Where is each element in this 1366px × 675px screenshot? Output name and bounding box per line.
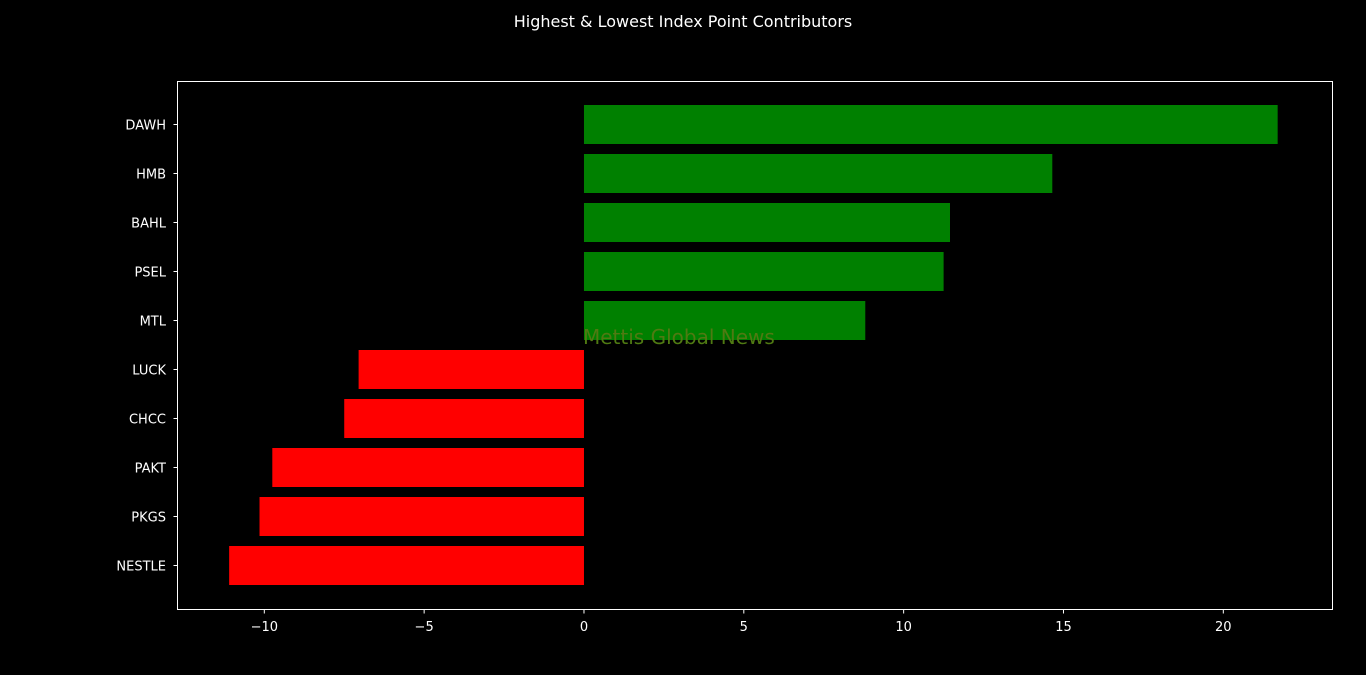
y-tick-label: HMB <box>136 168 166 183</box>
bar-nestle <box>229 546 584 585</box>
x-tick-label: −5 <box>415 620 434 635</box>
y-tick-label: DAWH <box>125 119 166 134</box>
x-tick-label: 20 <box>1215 620 1232 635</box>
y-tick-label: PSEL <box>134 266 166 281</box>
y-tick-label: LUCK <box>132 364 166 379</box>
y-tick-label: PKGS <box>131 511 166 526</box>
y-tick-label: MTL <box>140 315 167 330</box>
bar-mtl <box>583 301 866 340</box>
y-tick-label: PAKT <box>135 462 166 477</box>
bar-psel <box>583 252 944 291</box>
y-tick-label: BAHL <box>131 217 167 232</box>
bar-hmb <box>583 154 1053 193</box>
y-axis-ticks: DAWH HMB BAHL PSEL MTL LUCK CHCC PAKT PKGS NESTLE <box>116 119 178 575</box>
x-tick-label: 0 <box>580 620 588 635</box>
x-tick-label: 15 <box>1055 620 1072 635</box>
x-tick-label: 10 <box>895 620 912 635</box>
y-tick-label: NESTLE <box>116 560 166 575</box>
watermark-text: Mettis Global News <box>583 325 775 349</box>
bar-pakt <box>272 448 584 487</box>
x-tick-label: 5 <box>740 620 748 635</box>
x-axis-ticks: −10 −5 0 5 10 15 20 <box>251 609 1232 635</box>
bar-luck <box>358 350 584 389</box>
bar-dawh <box>583 105 1278 144</box>
bar-chcc <box>344 399 584 438</box>
bars-group <box>229 105 1278 585</box>
bar-bahl <box>583 203 950 242</box>
plot-area-frame <box>177 81 1333 610</box>
x-tick-label: −10 <box>251 620 278 635</box>
chart-title: Highest & Lowest Index Point Contributor… <box>514 12 853 31</box>
bar-pkgs <box>259 497 584 536</box>
y-tick-label: CHCC <box>129 413 166 428</box>
